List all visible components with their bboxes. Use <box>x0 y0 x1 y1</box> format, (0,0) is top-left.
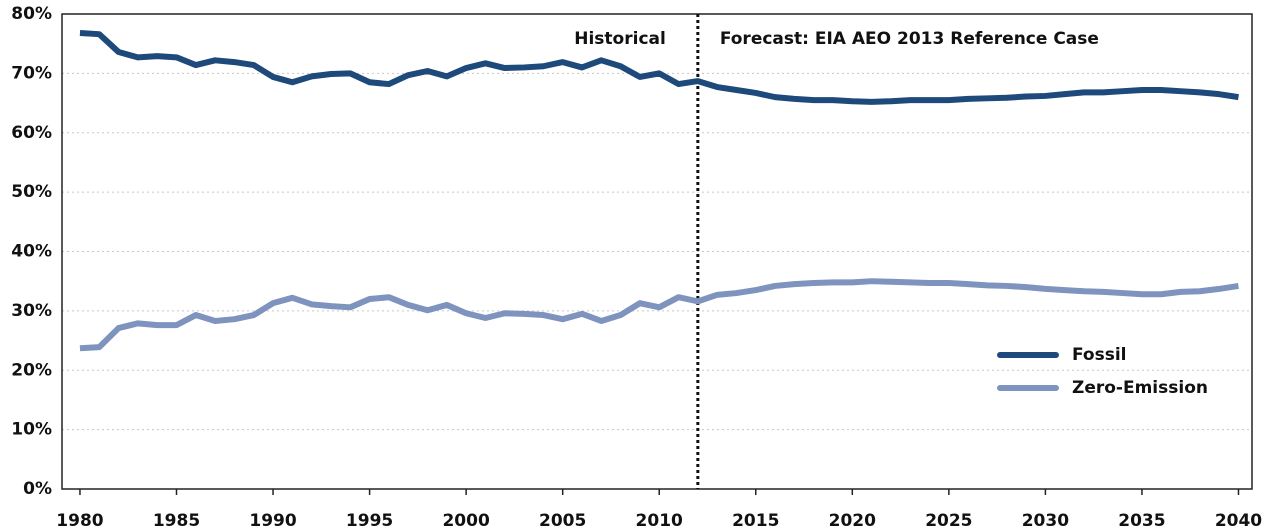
y-tick-label: 10% <box>11 420 52 440</box>
x-tick-label: 2020 <box>829 511 876 531</box>
line-series <box>79 278 1239 352</box>
x-tick-label: 2025 <box>925 511 972 531</box>
line-series <box>79 30 1239 105</box>
y-tick-label: 0% <box>23 479 52 499</box>
x-tick-label: 2040 <box>1215 511 1262 531</box>
y-tick-label: 80% <box>11 4 52 24</box>
plot-frame <box>61 13 1253 490</box>
x-tick-label: 1980 <box>56 511 103 531</box>
x-tick-label: 1990 <box>249 511 296 531</box>
x-tick-label: 2010 <box>636 511 683 531</box>
y-tick-label: 40% <box>11 242 52 262</box>
y-tick-label: 30% <box>11 301 52 321</box>
legend-label: Zero-Emission <box>1072 378 1208 398</box>
annotation: Historical <box>574 29 666 49</box>
y-tick-label: 20% <box>11 360 52 380</box>
legend-label: Fossil <box>1072 345 1127 365</box>
annotation: Forecast: EIA AEO 2013 Reference Case <box>720 29 1099 49</box>
x-tick-label: 2030 <box>1022 511 1069 531</box>
x-tick-label: 2000 <box>442 511 489 531</box>
y-tick-label: 60% <box>11 123 52 143</box>
y-tick-label: 50% <box>11 182 52 202</box>
x-tick-label: 1995 <box>346 511 393 531</box>
y-tick-label: 70% <box>11 63 52 83</box>
x-tick-label: 2015 <box>732 511 779 531</box>
x-tick-label: 2035 <box>1118 511 1165 531</box>
x-tick-label: 2005 <box>539 511 586 531</box>
x-tick-label: 1985 <box>153 511 200 531</box>
